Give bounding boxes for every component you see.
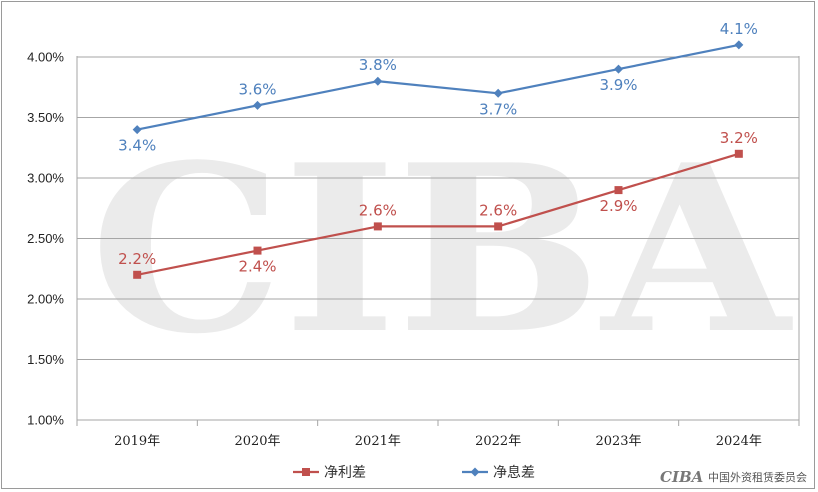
series-group: 2.2% 2.4% 2.6% 2.6% 2.9% 3.2% 3.4% 3.6% 3.8% 3.7%… (118, 20, 758, 279)
axes: 1.00% 1.50% 2.00% 2.50% 3.00% 3.50% 4.00% 2019年… (27, 50, 800, 449)
legend-label: 净息差 (493, 464, 535, 481)
y-tick-label: 4.00% (27, 50, 64, 65)
data-label: 3.2% (720, 129, 758, 147)
y-tick-label: 3.50% (27, 110, 64, 125)
y-tick-label: 3.00% (27, 171, 64, 186)
data-point-marker (734, 40, 744, 50)
data-label: 3.8% (359, 56, 397, 74)
data-point-marker (133, 270, 142, 279)
data-label: 2.6% (359, 201, 397, 219)
data-label: 2.9% (599, 197, 637, 215)
data-point-marker (253, 246, 262, 255)
data-point-marker (494, 222, 503, 231)
x-tick-label: 2020年 (234, 434, 280, 449)
x-tick-label: 2024年 (716, 434, 762, 449)
footer-logo-mark: CIBA (660, 468, 703, 486)
y-tick-label: 1.50% (27, 352, 64, 367)
data-label: 2.4% (238, 258, 276, 276)
x-tick-label: 2022年 (475, 434, 521, 449)
y-tick-label: 1.00% (27, 413, 64, 428)
data-label: 3.7% (479, 100, 517, 118)
legend-swatch-marker (302, 468, 310, 476)
data-label: 3.9% (599, 76, 637, 94)
watermark-text: CIBA (90, 115, 794, 385)
data-point-marker (132, 125, 142, 135)
data-label: 3.6% (238, 80, 276, 98)
x-tick-label: 2019年 (114, 434, 160, 449)
series-line-net-interest-margin (136, 43, 740, 131)
legend: 净利差 净息差 (293, 464, 535, 481)
data-point-marker (253, 100, 262, 110)
data-point-marker (614, 64, 623, 74)
data-point-marker (734, 149, 743, 158)
legend-swatch-marker (470, 467, 480, 477)
series-line-net-interest-spread (136, 152, 740, 276)
data-point-marker (493, 88, 503, 98)
data-point-marker (373, 222, 382, 231)
footer-org-name: 中国外资租赁委员会 (708, 470, 807, 484)
data-label: 2.6% (479, 201, 517, 219)
data-label: 4.1% (720, 20, 758, 38)
x-tick-label: 2021年 (355, 434, 401, 449)
x-tick-label: 2023年 (595, 434, 641, 449)
y-tick-label: 2.50% (27, 231, 64, 246)
footer-logo: CIBA 中国外资租赁委员会 (660, 468, 807, 486)
data-label: 3.4% (118, 137, 156, 155)
data-label: 2.2% (118, 250, 156, 268)
data-point-marker (373, 76, 383, 86)
legend-label: 净利差 (324, 465, 366, 481)
data-point-marker (614, 186, 623, 195)
y-tick-label: 2.00% (27, 292, 64, 307)
